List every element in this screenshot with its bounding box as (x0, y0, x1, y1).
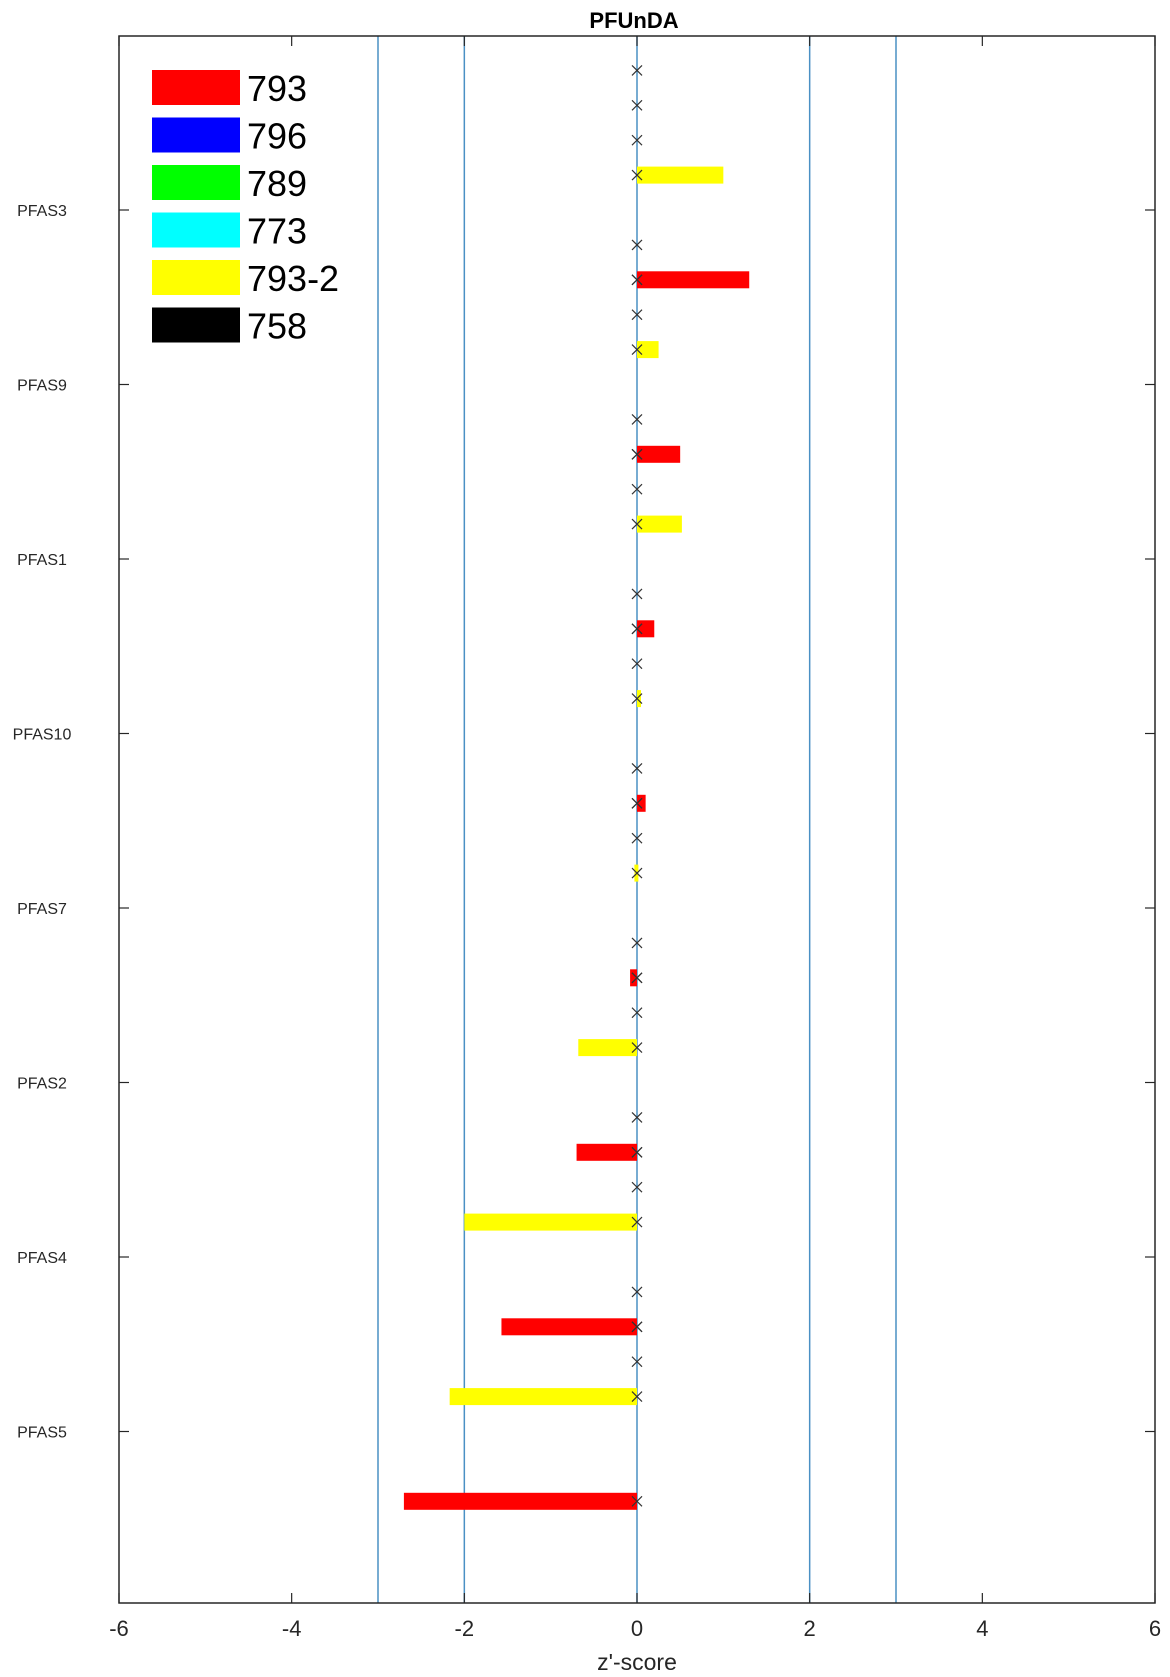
legend-swatch-793 (152, 70, 240, 105)
legend-label-773: 773 (247, 211, 307, 252)
category-label-PFAS5: PFAS5 (17, 1425, 67, 1442)
zero-marker (631, 344, 643, 356)
category-label-PFAS7: PFAS7 (17, 901, 67, 918)
zero-marker (631, 693, 643, 705)
legend-label-758: 758 (247, 306, 307, 347)
zero-marker (631, 1391, 643, 1403)
legend-swatch-796 (152, 117, 240, 153)
zero-marker (631, 762, 643, 774)
zero-marker (631, 797, 643, 809)
zero-marker (631, 1216, 643, 1228)
bar-793-2-PFAS3 (637, 166, 724, 184)
zero-marker (631, 1356, 643, 1368)
x-axis-label: z'-score (597, 1649, 677, 1675)
x-tick-label: 6 (1149, 1616, 1161, 1641)
bar-793-PFAS9 (637, 445, 681, 463)
category-label-PFAS10: PFAS10 (13, 727, 72, 744)
legend-label-793: 793 (247, 68, 307, 109)
x-axis-ticks: -6 -4 -2 0 2 4 6 (109, 36, 1161, 1641)
legend-label-793-2: 793-2 (247, 258, 339, 299)
zero-marker (631, 448, 643, 460)
x-tick-label: -6 (109, 1616, 129, 1641)
legend-label-789: 789 (247, 163, 307, 204)
zero-marker (631, 1321, 643, 1333)
legend-swatch-773 (152, 212, 240, 248)
legend-label-796: 796 (247, 116, 307, 157)
zero-marker (631, 1111, 643, 1123)
y-axis-ticks: PFAS3 PFAS9 PFAS1 PFAS10 PFAS7 PFAS2 PFAS4 PFAS… (13, 203, 1155, 1442)
zero-marker (631, 518, 643, 530)
bar-793-PFAS2 (576, 1143, 637, 1161)
bar-793-2-PFAS9 (637, 341, 659, 359)
zero-marker (631, 483, 643, 495)
x-tick-label: 0 (631, 1616, 643, 1641)
zero-marker (631, 1286, 643, 1298)
zero-marker (631, 134, 643, 146)
bar-793-2-PFAS10 (637, 690, 641, 708)
reference-lines (377, 36, 897, 1603)
bar-793-2-PFAS4 (464, 1213, 637, 1231)
zero-marker (631, 867, 643, 879)
x-tick-label: 4 (976, 1616, 988, 1641)
zero-marker (631, 937, 643, 949)
bar-793-2-PFAS2 (578, 1039, 637, 1057)
category-label-PFAS1: PFAS1 (17, 552, 67, 569)
category-label-PFAS9: PFAS9 (17, 378, 67, 395)
zero-marker (631, 658, 643, 670)
category-label-PFAS4: PFAS4 (17, 1250, 67, 1267)
legend: 793 796 789 773 793-2 758 (152, 68, 339, 347)
bar-793-PFAS3 (637, 271, 750, 289)
bar-793-PFAS5 (403, 1492, 637, 1510)
bar-793-PFAS10 (637, 794, 646, 812)
x-tick-label: -2 (455, 1616, 475, 1641)
bar-793-PFAS4 (501, 1318, 637, 1336)
bar-793-PFAS1 (637, 620, 655, 638)
zero-marker (631, 309, 643, 321)
chart-title: PFUnDA (589, 8, 678, 33)
zero-marker (631, 1495, 643, 1507)
zero-marker (631, 169, 643, 181)
zero-marker (631, 623, 643, 635)
zero-marker (631, 1181, 643, 1193)
zero-marker (631, 832, 643, 844)
zero-marker (631, 1146, 643, 1158)
bar-793-2-PFAS1 (637, 515, 682, 533)
legend-swatch-789 (152, 165, 240, 200)
bar-793-PFAS7 (630, 969, 637, 987)
legend-swatch-758 (152, 307, 240, 343)
zero-marker (631, 413, 643, 425)
zero-marker (631, 1042, 643, 1054)
zero-marker (631, 99, 643, 111)
category-label-PFAS3: PFAS3 (17, 203, 67, 220)
zero-markers (631, 64, 643, 1507)
zero-marker (631, 972, 643, 984)
x-tick-label: 2 (804, 1616, 816, 1641)
legend-swatch-793-2 (152, 260, 240, 295)
zero-marker (631, 1007, 643, 1019)
category-label-PFAS2: PFAS2 (17, 1076, 67, 1093)
zero-marker (631, 64, 643, 76)
bar-793-2-PFAS5 (449, 1388, 637, 1406)
bars (403, 166, 750, 1510)
zero-marker (631, 239, 643, 251)
zero-marker (631, 274, 643, 286)
zero-marker (631, 588, 643, 600)
x-tick-label: -4 (282, 1616, 302, 1641)
